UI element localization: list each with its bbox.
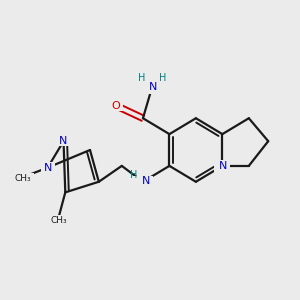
Text: N: N <box>149 82 158 92</box>
Bar <box>16 173 34 183</box>
Text: H: H <box>138 74 146 83</box>
Bar <box>142 82 161 94</box>
Bar <box>133 176 153 188</box>
Text: N: N <box>44 163 52 172</box>
Text: H: H <box>159 74 167 83</box>
Bar <box>56 136 70 146</box>
Text: CH₃: CH₃ <box>51 216 68 225</box>
Text: N: N <box>219 161 227 171</box>
Text: CH₃: CH₃ <box>15 174 31 183</box>
Bar <box>50 214 67 224</box>
Text: N: N <box>142 176 150 186</box>
Text: H: H <box>130 170 137 180</box>
Text: N: N <box>59 136 68 146</box>
Text: O: O <box>111 101 120 111</box>
Bar <box>40 162 55 173</box>
Bar <box>214 160 230 172</box>
Bar <box>110 101 123 111</box>
